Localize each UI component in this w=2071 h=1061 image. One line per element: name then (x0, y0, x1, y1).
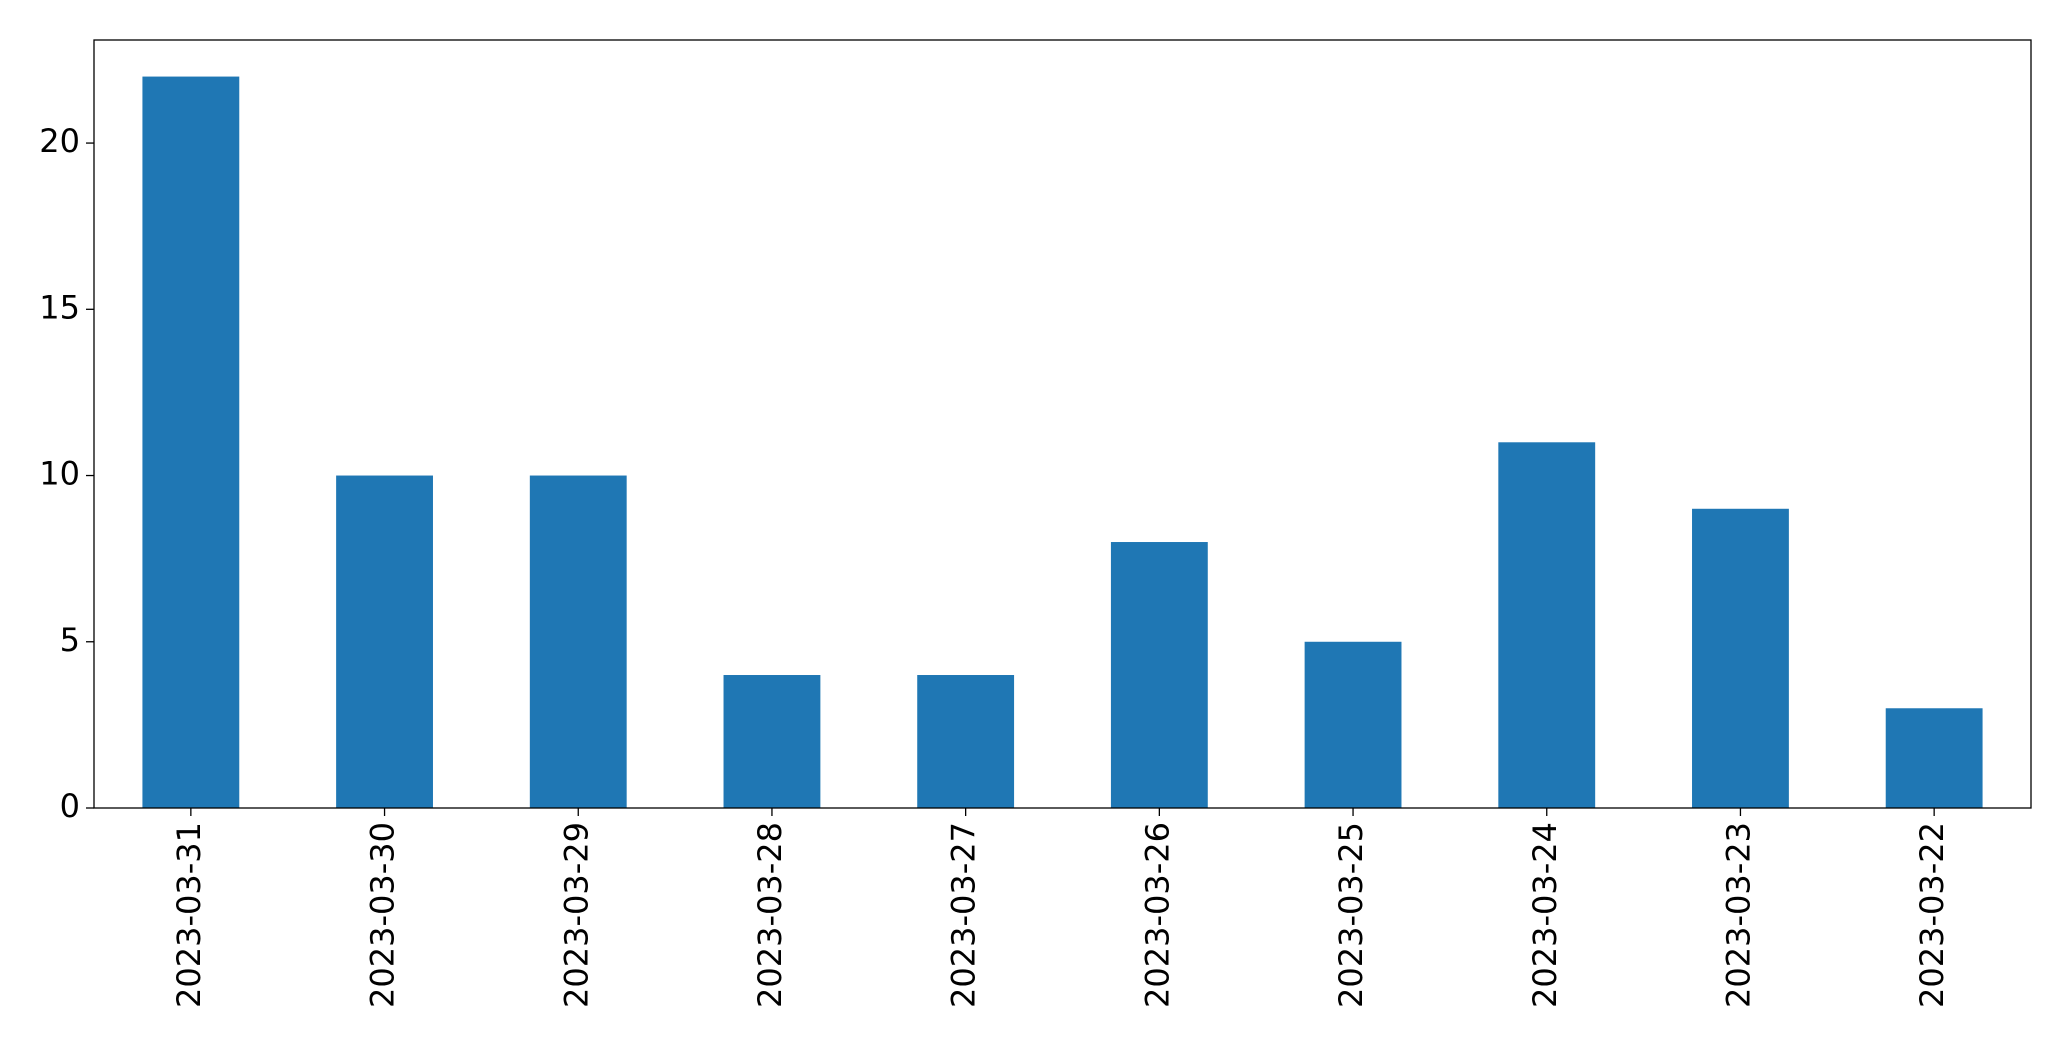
x-tick-label: 2023-03-29 (557, 822, 595, 1008)
x-tick-label: 2023-03-28 (751, 822, 789, 1008)
bar (1304, 641, 1402, 808)
bar (336, 475, 433, 808)
x-tick-label: 2023-03-23 (1719, 822, 1757, 1008)
bar (917, 675, 1015, 808)
bar (1498, 442, 1596, 808)
bar (529, 475, 627, 808)
bar (1110, 542, 1208, 808)
x-tick-label: 2023-03-31 (170, 822, 208, 1008)
bar (142, 76, 240, 809)
y-tick-label: 10 (39, 455, 80, 493)
y-tick-label: 0 (60, 787, 80, 825)
y-tick-label: 20 (39, 122, 80, 160)
bar (1885, 708, 1983, 808)
y-tick-label: 15 (39, 288, 80, 326)
bar (1692, 508, 1789, 808)
bar (723, 675, 821, 808)
x-tick-label: 2023-03-24 (1526, 822, 1564, 1008)
x-tick-label: 2023-03-26 (1138, 822, 1176, 1008)
plot-frame (93, 39, 2032, 809)
x-tick-label: 2023-03-30 (364, 822, 402, 1008)
y-tick-label: 5 (60, 621, 80, 659)
x-tick-label: 2023-03-27 (945, 822, 983, 1008)
x-tick-label: 2023-03-25 (1332, 822, 1370, 1008)
x-tick-label: 2023-03-22 (1913, 822, 1951, 1008)
